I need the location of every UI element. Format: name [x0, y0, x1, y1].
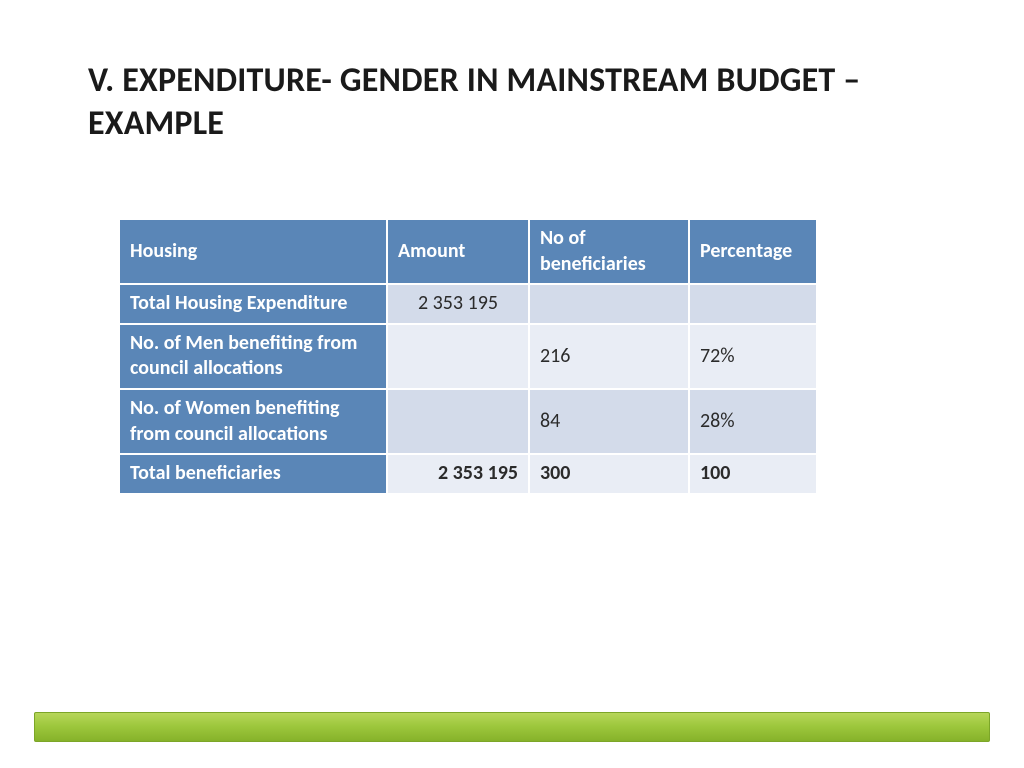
- cell-amount: [387, 389, 529, 454]
- cell-amount: 2 353 195: [387, 284, 529, 324]
- cell-beneficiaries: [529, 284, 689, 324]
- expenditure-table-wrap: Housing Amount No of beneficiaries Perce…: [118, 218, 816, 495]
- cell-beneficiaries: 216: [529, 324, 689, 389]
- col-header-percentage: Percentage: [689, 219, 817, 284]
- cell-percentage: 100: [689, 454, 817, 494]
- row-label: No. of Women benefiting from council all…: [119, 389, 387, 454]
- cell-beneficiaries: 300: [529, 454, 689, 494]
- cell-amount: [387, 324, 529, 389]
- slide: V. EXPENDITURE- GENDER IN MAINSTREAM BUD…: [0, 0, 1024, 768]
- slide-title: V. EXPENDITURE- GENDER IN MAINSTREAM BUD…: [88, 60, 958, 145]
- table-row: No. of Men benefiting from council alloc…: [119, 324, 817, 389]
- table-row: Total beneficiaries 2 353 195 300 100: [119, 454, 817, 494]
- table-row: Total Housing Expenditure 2 353 195: [119, 284, 817, 324]
- row-label: Total Housing Expenditure: [119, 284, 387, 324]
- cell-beneficiaries: 84: [529, 389, 689, 454]
- row-label: No. of Men benefiting from council alloc…: [119, 324, 387, 389]
- col-header-amount: Amount: [387, 219, 529, 284]
- cell-amount: 2 353 195: [387, 454, 529, 494]
- col-header-housing: Housing: [119, 219, 387, 284]
- table-header-row: Housing Amount No of beneficiaries Perce…: [119, 219, 817, 284]
- col-header-beneficiaries: No of beneficiaries: [529, 219, 689, 284]
- expenditure-table: Housing Amount No of beneficiaries Perce…: [118, 218, 818, 495]
- cell-percentage: 72%: [689, 324, 817, 389]
- cell-percentage: 28%: [689, 389, 817, 454]
- row-label: Total beneficiaries: [119, 454, 387, 494]
- table-row: No. of Women benefiting from council all…: [119, 389, 817, 454]
- footer-accent-bar: [34, 712, 990, 742]
- cell-percentage: [689, 284, 817, 324]
